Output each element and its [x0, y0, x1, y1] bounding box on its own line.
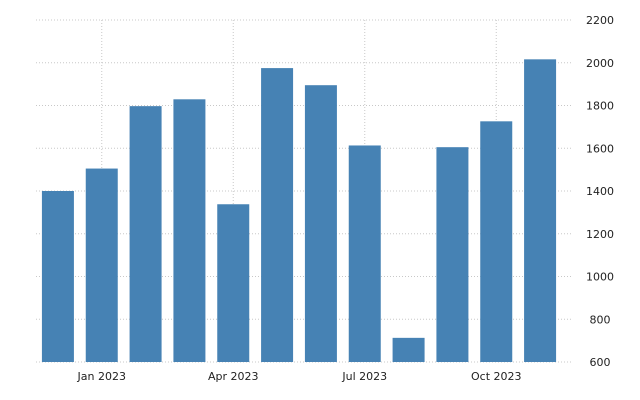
y-tick-label: 1800	[586, 100, 614, 113]
bar-2023-07	[348, 145, 381, 362]
bar-2023-03	[173, 99, 206, 363]
y-axis-ticks: 600 800 1000 1200 1400 1600 1800 2000 2200	[586, 14, 614, 369]
bars	[41, 59, 557, 363]
bar-2023-04	[217, 204, 250, 362]
x-axis-ticks: Jan 2023 Apr 2023 Jul 2023 Oct 2023	[77, 370, 522, 383]
x-tick-label: Jan 2023	[77, 370, 126, 383]
y-tick-label: 1000	[586, 271, 614, 284]
bar-2023-02	[129, 106, 162, 362]
bar-2023-09	[436, 147, 469, 362]
bar-2023-10	[480, 121, 513, 362]
bar-2023-08	[392, 337, 425, 362]
x-tick-label: Jul 2023	[341, 370, 387, 383]
bar-2022-12	[41, 191, 74, 362]
y-tick-label: 2000	[586, 57, 614, 70]
y-tick-label: 800	[590, 313, 611, 326]
y-tick-label: 2200	[586, 14, 614, 27]
bar-2023-11	[524, 59, 557, 363]
x-tick-label: Oct 2023	[471, 370, 522, 383]
bar-2023-05	[261, 68, 294, 362]
bar-2023-06	[304, 85, 337, 362]
y-tick-label: 600	[590, 356, 611, 369]
y-tick-label: 1400	[586, 185, 614, 198]
x-tick-label: Apr 2023	[208, 370, 259, 383]
y-tick-label: 1200	[586, 228, 614, 241]
y-tick-label: 1600	[586, 142, 614, 155]
bar-2023-01	[85, 168, 118, 362]
